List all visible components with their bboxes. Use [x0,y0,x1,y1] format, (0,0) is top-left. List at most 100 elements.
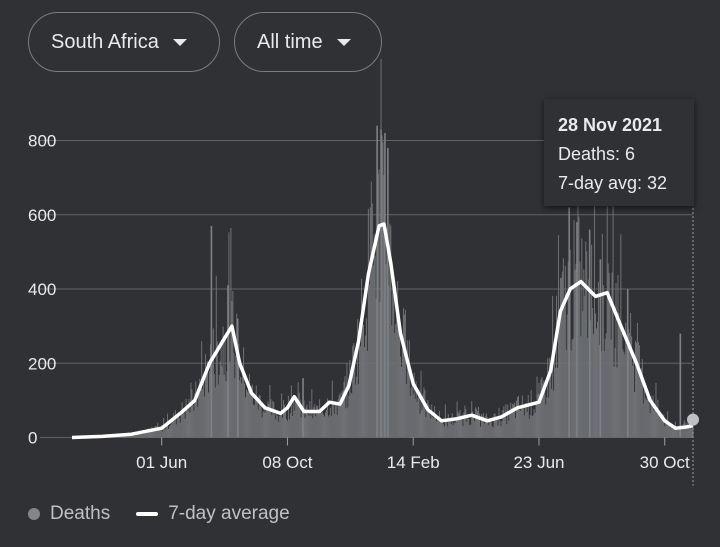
deaths-bar [565,350,567,438]
deaths-bar [307,414,309,438]
deaths-bar [370,181,372,438]
deaths-bar [557,235,559,438]
deaths-bar [579,261,581,438]
deaths-bar [395,324,397,438]
deaths-bar [132,435,134,438]
deaths-bar [452,425,454,438]
deaths-bar [461,414,463,438]
deaths-bar [459,410,461,438]
deaths-bar [207,361,209,438]
deaths-bar [169,425,171,438]
deaths-bar [180,413,182,438]
deaths-bar [359,323,361,438]
range-dropdown[interactable]: All time [234,12,382,72]
deaths-bar [528,418,530,438]
deaths-bar [216,341,218,438]
deaths-bar [472,411,474,438]
deaths-bar [392,276,394,438]
deaths-bar [197,406,199,438]
deaths-bar [532,415,534,438]
deaths-bar [499,421,501,438]
deaths-bar [235,355,237,438]
deaths-bar [152,430,154,438]
deaths-bar [478,406,480,438]
deaths-bar [515,418,517,438]
deaths-chart[interactable]: 0 200 400 600 800 01 Jun 08 Oct 14 Feb 23 Jun 30 … [0,0,720,500]
country-dropdown[interactable]: South Africa [28,12,220,72]
deaths-bar [615,283,617,438]
deaths-bar [588,279,590,438]
deaths-bar [260,404,262,438]
deaths-bar [433,417,435,438]
deaths-bar [462,426,464,438]
deaths-bar [629,332,631,438]
deaths-bar [687,427,689,438]
deaths-bar [184,418,186,438]
deaths-bar [516,400,518,438]
deaths-bar [315,416,317,438]
deaths-bar [168,426,170,438]
deaths-bar [219,361,221,438]
deaths-bar [609,302,611,438]
deaths-bar [336,415,338,438]
chart-tooltip: 28 Nov 2021 Deaths: 6 7-day avg: 32 [544,99,694,206]
deaths-bar [165,428,167,438]
deaths-bar [178,417,180,438]
deaths-bar [220,341,222,438]
deaths-bar [137,431,139,438]
deaths-bar [410,387,412,438]
deaths-bar [283,400,285,438]
deaths-bar [526,411,528,438]
deaths-bar [218,374,220,438]
deaths-bar [654,408,656,438]
deaths-bar [466,421,468,438]
deaths-bar [371,203,373,438]
deaths-bar [503,406,505,438]
deaths-bar [442,424,444,438]
deaths-bar [412,394,414,438]
deaths-bar [144,430,146,438]
deaths-bar [304,417,306,438]
deaths-bar [584,295,586,438]
deaths-bar [176,416,178,438]
deaths-bar [143,432,145,438]
deaths-bar [128,435,130,438]
deaths-bar [681,429,683,438]
deaths-bar [553,390,555,438]
deaths-bar [233,352,235,438]
deaths-bar [221,366,223,438]
deaths-bar [562,258,564,438]
deaths-bar [621,333,623,438]
deaths-bar [427,400,429,438]
deaths-bar [689,425,691,438]
deaths-bar [401,349,403,438]
deaths-bar [451,413,453,438]
deaths-bar [637,341,639,438]
deaths-bar [676,429,678,438]
deaths-bar [342,390,344,438]
deaths-bar [313,406,315,438]
deaths-bar [261,417,263,438]
deaths-bar [335,403,337,438]
deaths-bar [326,398,328,438]
deaths-bar [415,381,417,438]
deaths-bar [575,263,577,438]
deaths-bar [396,301,398,438]
deaths-bar [188,398,190,438]
deaths-bar [284,404,286,438]
deaths-bar [479,426,481,438]
deaths-bar [588,229,591,438]
deaths-bar [602,285,604,438]
deaths-bar [353,343,355,438]
deaths-bar [610,339,612,438]
y-tick-label: 800 [28,132,56,151]
deaths-bar [399,334,401,438]
deaths-bar [691,429,693,438]
deaths-bar [568,207,570,438]
deaths-bar [247,389,249,438]
deaths-bar [534,412,536,438]
deaths-bar [537,394,539,438]
deaths-bar [517,396,519,438]
deaths-bar [355,384,357,438]
deaths-bar [625,322,627,438]
